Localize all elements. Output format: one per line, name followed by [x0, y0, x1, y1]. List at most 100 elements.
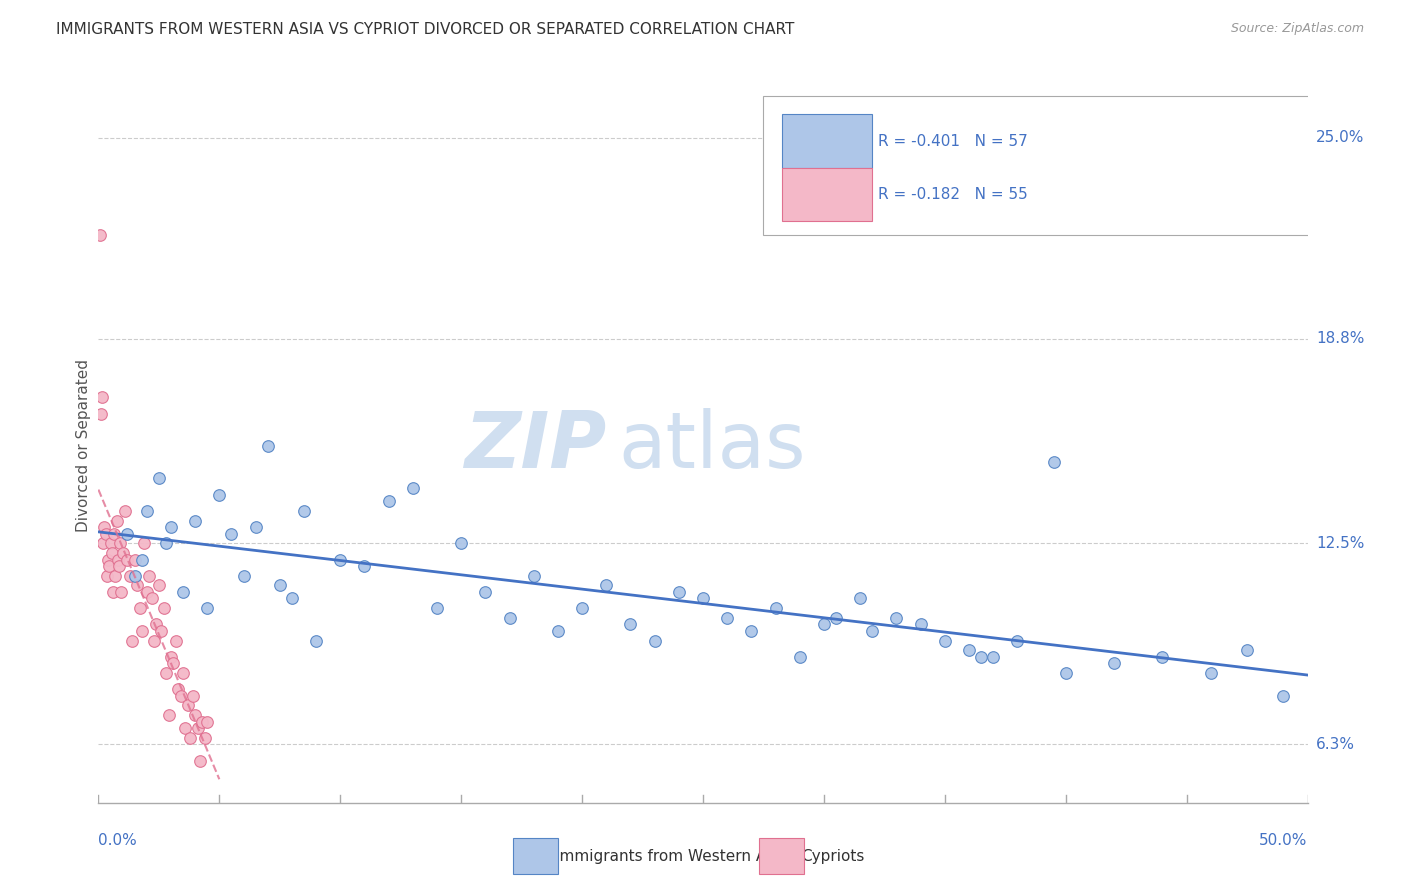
Point	[1236, 643, 1258, 657]
Point	[740, 624, 762, 638]
Point	[117, 526, 139, 541]
Point	[245, 520, 267, 534]
Point	[143, 633, 166, 648]
Text: 25.0%: 25.0%	[1316, 130, 1364, 145]
Point	[174, 721, 197, 735]
Text: 0.0%: 0.0%	[98, 833, 138, 848]
Point	[195, 714, 218, 729]
Point	[110, 585, 132, 599]
Point	[108, 536, 131, 550]
Point	[181, 689, 204, 703]
Point	[184, 708, 207, 723]
Point	[910, 617, 932, 632]
Point	[292, 504, 315, 518]
Point	[1152, 649, 1174, 664]
Point	[329, 552, 352, 566]
Point	[148, 471, 170, 485]
Point	[981, 649, 1004, 664]
Point	[191, 714, 214, 729]
Point	[155, 536, 177, 550]
Point	[221, 526, 243, 541]
Text: 6.3%: 6.3%	[1316, 737, 1355, 752]
Point	[256, 439, 278, 453]
Point	[498, 611, 520, 625]
Point	[148, 578, 170, 592]
FancyBboxPatch shape	[782, 114, 872, 168]
Point	[184, 514, 207, 528]
Point	[194, 731, 217, 745]
Point	[269, 578, 291, 592]
Point	[970, 649, 993, 664]
Point	[121, 633, 143, 648]
Point	[90, 407, 112, 421]
Point	[281, 591, 304, 606]
Point	[105, 514, 128, 528]
Point	[765, 601, 787, 615]
Point	[195, 601, 218, 615]
Point	[353, 559, 375, 574]
Text: 50.0%: 50.0%	[1260, 833, 1308, 848]
Point	[135, 504, 157, 518]
Text: atlas: atlas	[619, 408, 806, 484]
Point	[934, 633, 956, 648]
Point	[100, 546, 122, 560]
Point	[160, 520, 183, 534]
Point	[172, 666, 194, 681]
Point	[167, 682, 190, 697]
Point	[131, 552, 153, 566]
Point	[208, 488, 231, 502]
Point	[188, 754, 211, 768]
Point	[124, 552, 146, 566]
Point	[145, 617, 167, 632]
Point	[860, 624, 883, 638]
Point	[619, 617, 641, 632]
Point	[377, 494, 399, 508]
Point	[104, 568, 127, 582]
Point	[97, 552, 120, 566]
Point	[474, 585, 496, 599]
Point	[177, 698, 200, 713]
Point	[89, 228, 111, 243]
Point	[789, 649, 811, 664]
FancyBboxPatch shape	[763, 96, 1320, 235]
Text: ZIP: ZIP	[464, 408, 606, 484]
Point	[1199, 666, 1222, 681]
Point	[141, 591, 163, 606]
Point	[162, 657, 184, 671]
Point	[160, 649, 183, 664]
Point	[114, 504, 136, 518]
Point	[138, 568, 160, 582]
Point	[644, 633, 666, 648]
Point	[187, 721, 209, 735]
Point	[1272, 689, 1295, 703]
Point	[111, 546, 134, 560]
FancyBboxPatch shape	[782, 168, 872, 221]
Point	[1054, 666, 1077, 681]
Text: Cypriots: Cypriots	[801, 849, 865, 863]
Point	[128, 601, 150, 615]
Point	[692, 591, 714, 606]
Point	[571, 601, 593, 615]
Point	[402, 481, 425, 495]
Point	[1007, 633, 1029, 648]
Point	[813, 617, 835, 632]
Text: R = -0.182   N = 55: R = -0.182 N = 55	[879, 187, 1028, 202]
Point	[523, 568, 546, 582]
Point	[179, 731, 201, 745]
Point	[117, 552, 139, 566]
Point	[825, 611, 848, 625]
Text: Immigrants from Western Asia: Immigrants from Western Asia	[555, 849, 789, 863]
Point	[305, 633, 328, 648]
Point	[169, 689, 191, 703]
Point	[96, 568, 118, 582]
Text: R = -0.401   N = 57: R = -0.401 N = 57	[879, 134, 1028, 149]
Text: Source: ZipAtlas.com: Source: ZipAtlas.com	[1230, 22, 1364, 36]
Point	[595, 578, 617, 592]
Y-axis label: Divorced or Separated: Divorced or Separated	[76, 359, 91, 533]
Point	[426, 601, 449, 615]
Point	[118, 568, 141, 582]
Point	[91, 536, 114, 550]
Point	[94, 526, 117, 541]
Point	[716, 611, 738, 625]
Point	[547, 624, 569, 638]
